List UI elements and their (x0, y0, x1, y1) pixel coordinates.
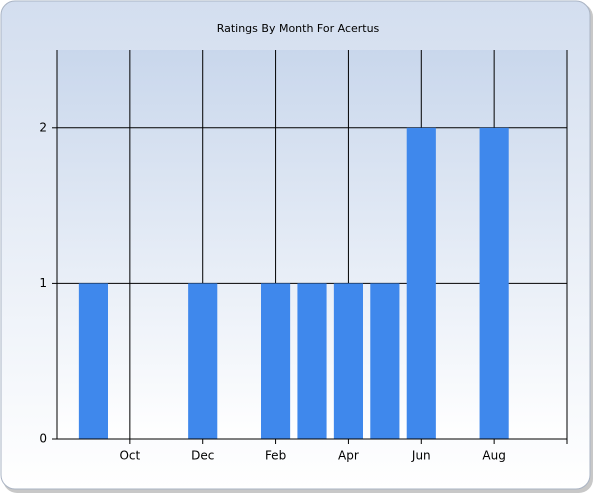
x-tick-label: Jun (411, 449, 431, 463)
y-tick-label: 0 (39, 432, 47, 446)
bar (188, 283, 218, 439)
x-tick-label: Apr (338, 449, 359, 463)
y-tick-label: 2 (39, 120, 47, 134)
bar (406, 127, 436, 440)
bar (78, 283, 108, 439)
x-tick-label: Oct (119, 449, 140, 463)
bar (333, 283, 363, 439)
bar (479, 127, 509, 440)
x-tick-label: Aug (482, 449, 505, 463)
y-tick-label: 1 (39, 276, 47, 290)
x-tick-label: Feb (265, 449, 286, 463)
x-tick-label: Dec (191, 449, 214, 463)
bar (261, 283, 291, 439)
bar (297, 283, 327, 439)
chart-title: Ratings By Month For Acertus (217, 22, 380, 35)
bar (370, 283, 400, 439)
